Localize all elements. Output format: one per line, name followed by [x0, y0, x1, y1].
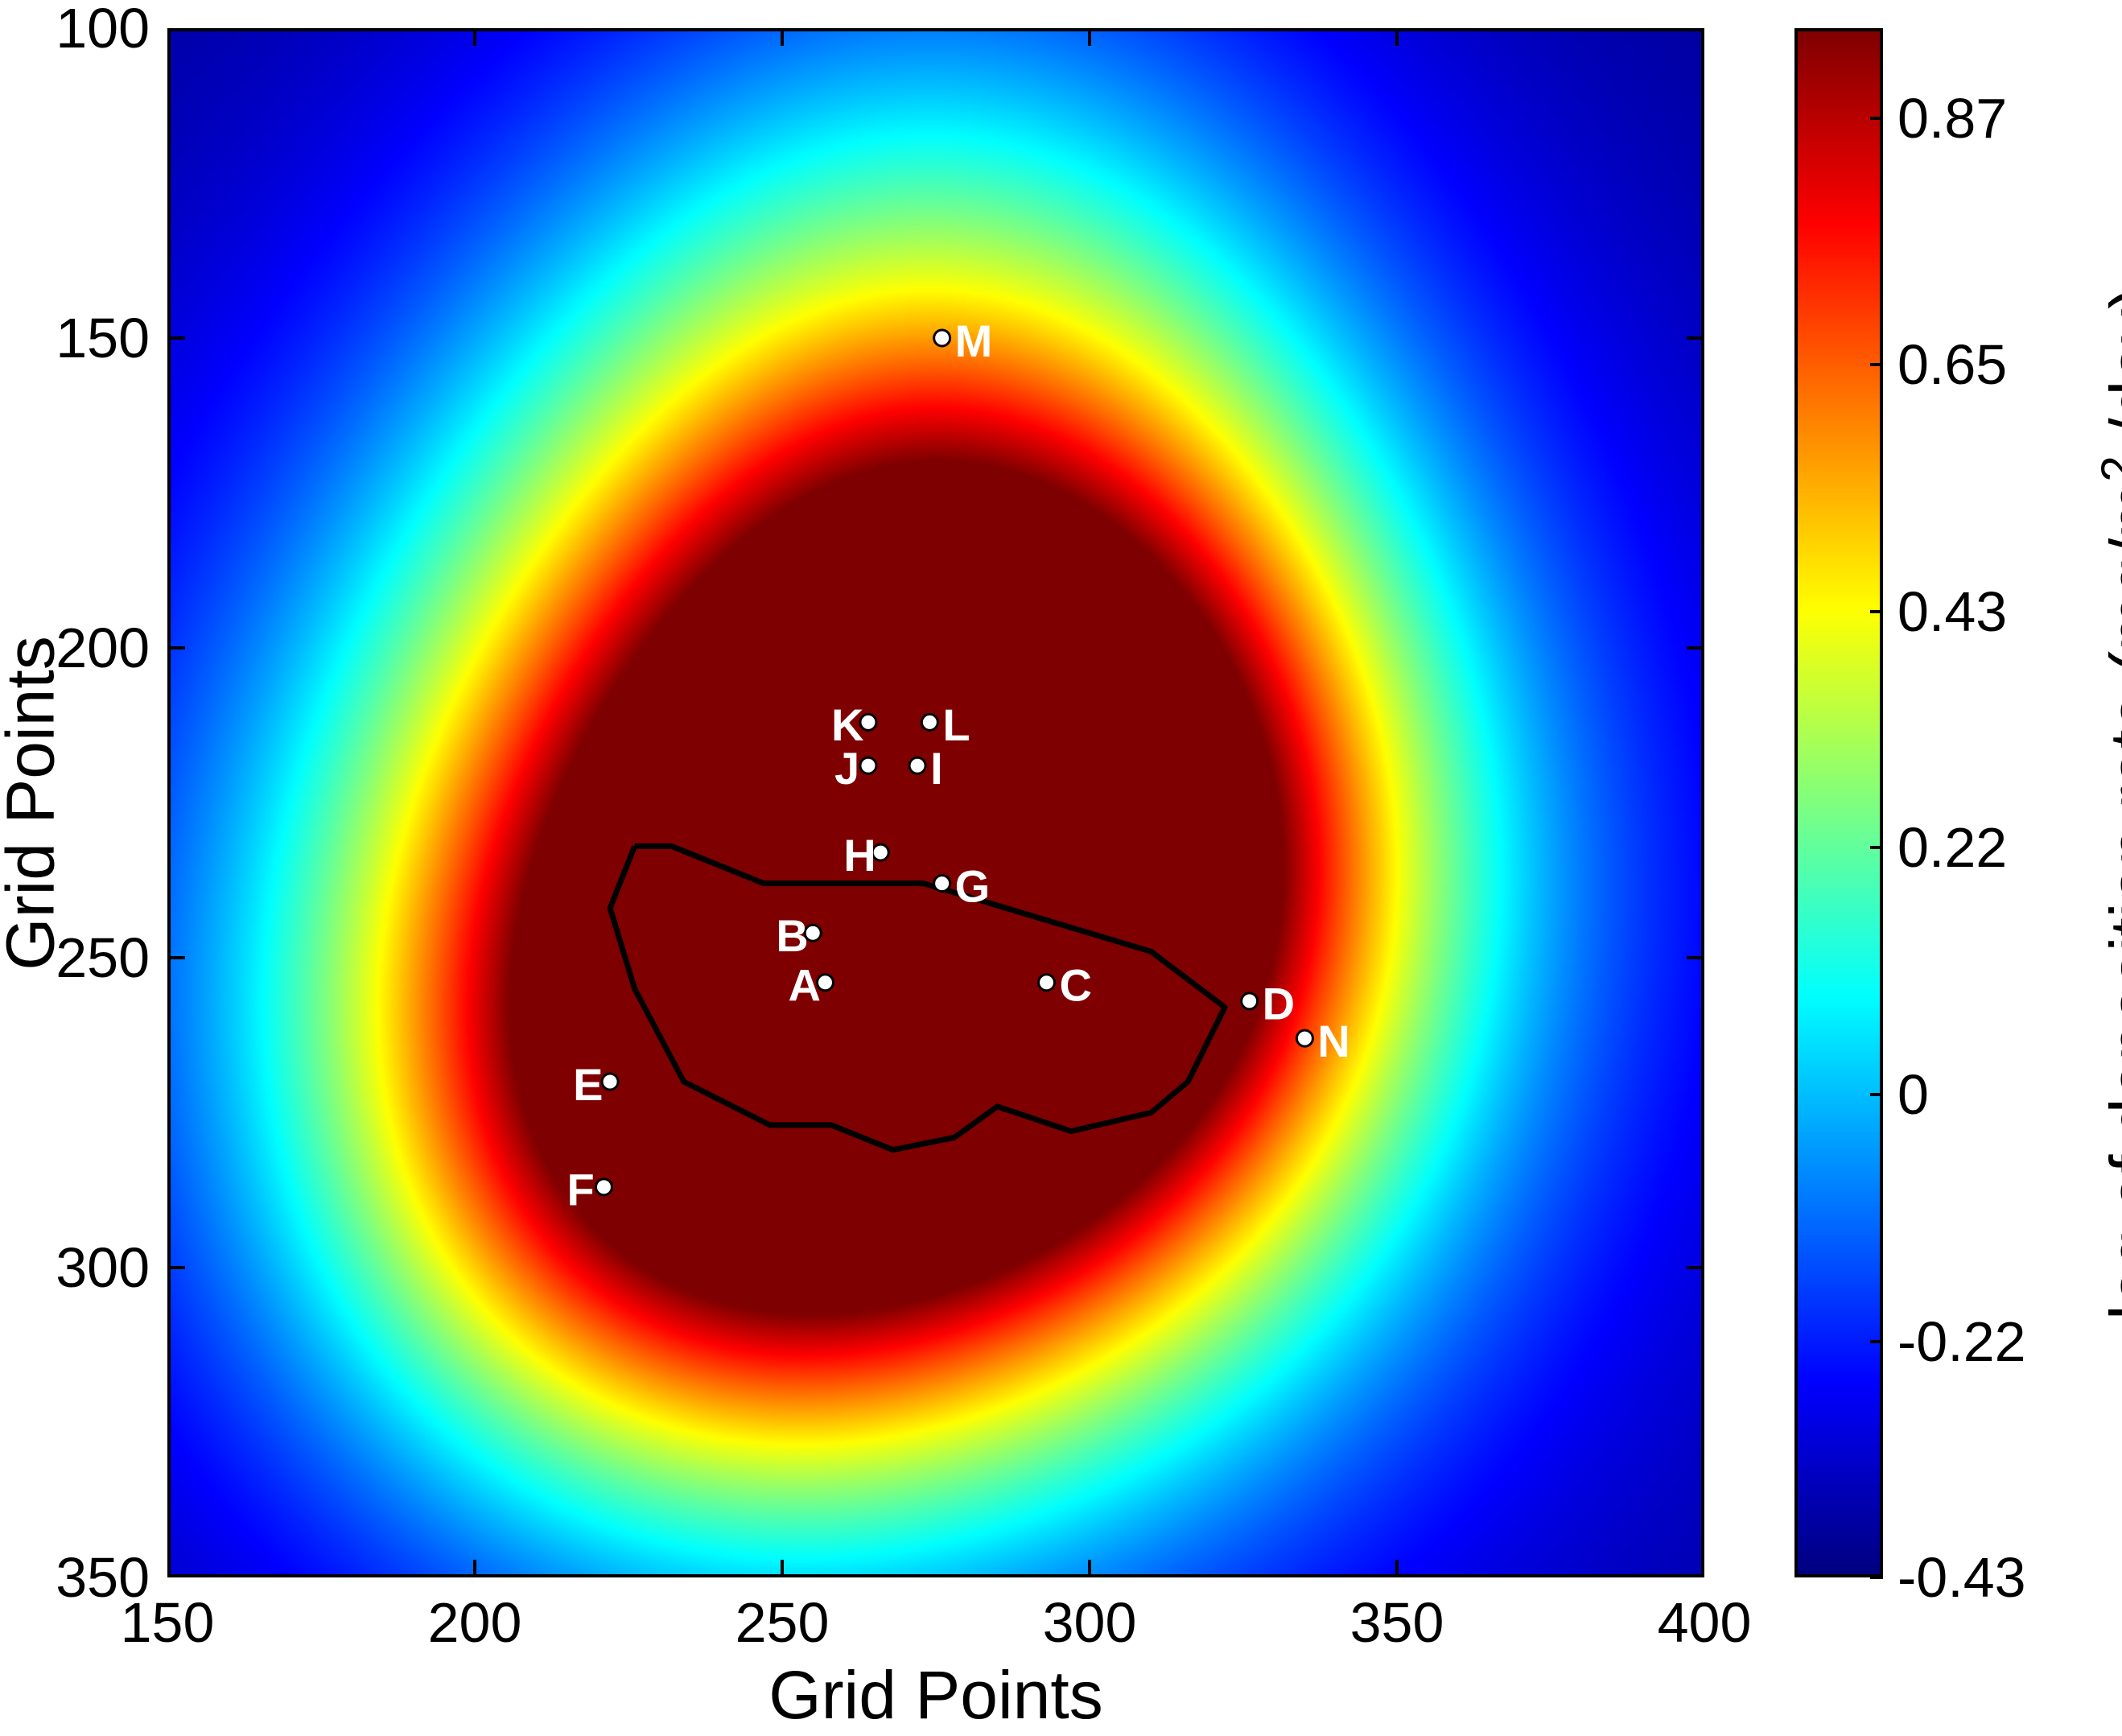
heatmap-canvas	[167, 28, 1704, 1577]
y-axis-label: Grid Points	[0, 636, 70, 971]
colorbar-tick-mark	[1870, 117, 1883, 120]
colorbar-tick-mark	[1870, 363, 1883, 366]
y-tick-150: 150	[56, 306, 150, 370]
y-tick-300: 300	[56, 1235, 150, 1300]
colorbar-tick-087: 0.87	[1897, 86, 2007, 151]
colorbar-tick-022: 0.22	[1897, 815, 2007, 880]
colorbar-tick-mark	[1870, 610, 1883, 613]
figure-root: ABCDEFGHIJKLMN Grid Points Grid Points l…	[0, 0, 2122, 1736]
x-axis-label: Grid Points	[768, 1656, 1103, 1734]
colorbar-tick-065: 0.65	[1897, 332, 2007, 397]
colorbar-tick-mark	[1870, 1340, 1883, 1343]
colorbar-tick-043: 0.43	[1897, 579, 2007, 644]
colorbar	[1794, 28, 1883, 1577]
colorbar-canvas	[1794, 28, 1883, 1577]
x-tick-300: 300	[1043, 1590, 1137, 1655]
colorbar-tick--022: -0.22	[1897, 1309, 2026, 1374]
colorbar-tick-mark	[1870, 1093, 1883, 1096]
x-tick-400: 400	[1658, 1590, 1752, 1655]
heatmap-plot: ABCDEFGHIJKLMN	[167, 28, 1704, 1577]
y-tick-350: 350	[56, 1545, 150, 1610]
colorbar-tick-mark	[1870, 1576, 1883, 1579]
x-tick-350: 350	[1350, 1590, 1444, 1655]
colorbar-tick-mark	[1870, 846, 1883, 849]
y-tick-200: 200	[56, 616, 150, 680]
y-tick-100: 100	[56, 0, 150, 60]
x-tick-250: 250	[735, 1590, 830, 1655]
x-tick-200: 200	[428, 1590, 522, 1655]
y-tick-250: 250	[56, 926, 150, 990]
colorbar-tick-0: 0	[1897, 1062, 1929, 1127]
colorbar-tick--043: -0.43	[1897, 1545, 2026, 1610]
colorbar-axis-label: log of deposition rate (mg/m2 /day)	[2091, 287, 2122, 1320]
